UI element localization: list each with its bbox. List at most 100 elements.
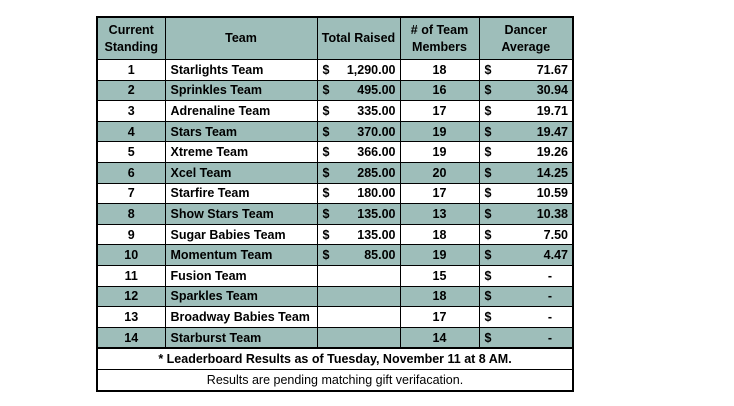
footnote-row: * Leaderboard Results as of Tuesday, Nov…	[96, 347, 574, 371]
footnote-pending-verification: Results are pending matching gift verifa…	[96, 369, 574, 392]
currency-symbol: $	[322, 103, 330, 118]
table-row: 14 Starburst Team 14 $ -	[96, 326, 574, 349]
standing-cell: 2	[96, 79, 166, 102]
dancer-average-cell: $19.47	[478, 120, 574, 143]
dancer-average-cell: $10.38	[478, 203, 574, 225]
currency-symbol: $	[484, 289, 492, 304]
dancer-average-cell: $30.94	[478, 79, 574, 102]
total-raised-cell: $85.00	[316, 244, 401, 266]
standing-cell: 14	[96, 326, 166, 349]
amount: -	[547, 330, 552, 345]
table-row: 13 Broadway Babies Team 17 $ -	[96, 306, 574, 328]
table-row: 1 Starlights Team $1,290.00 18 $71.67	[96, 59, 574, 81]
standing-cell: 3	[96, 100, 166, 122]
total-raised-cell: $495.00	[316, 79, 401, 102]
table-row: 12 Sparkles Team 18 $ -	[96, 285, 574, 308]
total-raised-cell: $180.00	[316, 182, 401, 205]
members-cell: 16	[399, 79, 480, 102]
footnote-leaderboard-date: * Leaderboard Results as of Tuesday, Nov…	[96, 347, 574, 371]
currency-symbol: $	[322, 124, 330, 139]
currency-symbol: $	[322, 165, 330, 180]
team-cell: Starfire Team	[164, 182, 318, 205]
dancer-average-cell: $14.25	[478, 161, 574, 184]
amount: 10.38	[536, 206, 568, 221]
team-cell: Fusion Team	[164, 264, 318, 287]
footnote-row: Results are pending matching gift verifa…	[96, 369, 574, 392]
table-row: 8 Show Stars Team $135.00 13 $10.38	[96, 203, 574, 225]
amount: 71.67	[536, 62, 568, 77]
dancer-average-cell: $10.59	[478, 182, 574, 205]
dancer-average-cell: $ -	[478, 285, 574, 308]
header-row: Current Standing Team Total Raised # of …	[96, 16, 574, 60]
total-raised-cell	[316, 264, 401, 287]
currency-symbol: $	[322, 145, 330, 160]
total-raised-cell: $335.00	[316, 100, 401, 122]
total-raised-cell: $135.00	[316, 203, 401, 225]
currency-symbol: $	[484, 227, 492, 242]
dancer-average-cell: $19.71	[478, 100, 574, 122]
amount: 335.00	[357, 103, 396, 118]
amount: 135.00	[357, 206, 396, 221]
team-cell: Starburst Team	[164, 326, 318, 349]
currency-symbol: $	[484, 309, 492, 324]
members-cell: 13	[399, 203, 480, 225]
total-raised-cell: $1,290.00	[316, 59, 401, 81]
col-header-current-standing: Current Standing	[96, 16, 166, 60]
table-row: 11 Fusion Team 15 $ -	[96, 264, 574, 287]
currency-symbol: $	[484, 83, 492, 98]
members-cell: 18	[399, 285, 480, 308]
amount: -	[547, 309, 552, 324]
members-cell: 18	[399, 59, 480, 81]
dancer-average-cell: $71.67	[478, 59, 574, 81]
currency-symbol: $	[484, 186, 492, 201]
standing-cell: 13	[96, 306, 166, 328]
total-raised-cell: $370.00	[316, 120, 401, 143]
team-cell: Momentum Team	[164, 244, 318, 266]
dancer-average-cell: $ -	[478, 264, 574, 287]
amount: 1,290.00	[346, 62, 396, 77]
team-cell: Show Stars Team	[164, 203, 318, 225]
standing-cell: 11	[96, 264, 166, 287]
team-cell: Xcel Team	[164, 161, 318, 184]
amount: 19.71	[536, 103, 568, 118]
col-header-team: Team	[164, 16, 318, 60]
total-raised-cell: $135.00	[316, 223, 401, 246]
members-cell: 19	[399, 244, 480, 266]
members-cell: 20	[399, 161, 480, 184]
amount: 180.00	[357, 186, 396, 201]
currency-symbol: $	[322, 227, 330, 242]
members-cell: 19	[399, 141, 480, 163]
team-cell: Sparkles Team	[164, 285, 318, 308]
standing-cell: 7	[96, 182, 166, 205]
amount: 495.00	[357, 83, 396, 98]
amount: 4.47	[543, 248, 568, 263]
currency-symbol: $	[322, 186, 330, 201]
table-row: 7 Starfire Team $180.00 17 $10.59	[96, 182, 574, 205]
currency-symbol: $	[484, 62, 492, 77]
table-row: 6 Xcel Team $285.00 20 $14.25	[96, 161, 574, 184]
team-cell: Broadway Babies Team	[164, 306, 318, 328]
amount: 7.50	[543, 227, 568, 242]
members-cell: 15	[399, 264, 480, 287]
col-header-team-members: # of Team Members	[399, 16, 480, 60]
team-cell: Sugar Babies Team	[164, 223, 318, 246]
members-cell: 18	[399, 223, 480, 246]
standing-cell: 4	[96, 120, 166, 143]
table-row: 5 Xtreme Team $366.00 19 $19.26	[96, 141, 574, 163]
amount: 14.25	[536, 165, 568, 180]
standing-cell: 10	[96, 244, 166, 266]
amount: -	[547, 268, 552, 283]
amount: 285.00	[357, 165, 396, 180]
table-row: 2 Sprinkles Team $495.00 16 $30.94	[96, 79, 574, 102]
amount: 370.00	[357, 124, 396, 139]
currency-symbol: $	[322, 83, 330, 98]
standing-cell: 5	[96, 141, 166, 163]
standing-cell: 12	[96, 285, 166, 308]
table-row: 4 Stars Team $370.00 19 $19.47	[96, 120, 574, 143]
total-raised-cell	[316, 326, 401, 349]
leaderboard-table: Current Standing Team Total Raised # of …	[96, 16, 574, 393]
dancer-average-cell: $ -	[478, 306, 574, 328]
currency-symbol: $	[484, 248, 492, 263]
table-row: 9 Sugar Babies Team $135.00 18 $7.50	[96, 223, 574, 246]
total-raised-cell: $366.00	[316, 141, 401, 163]
